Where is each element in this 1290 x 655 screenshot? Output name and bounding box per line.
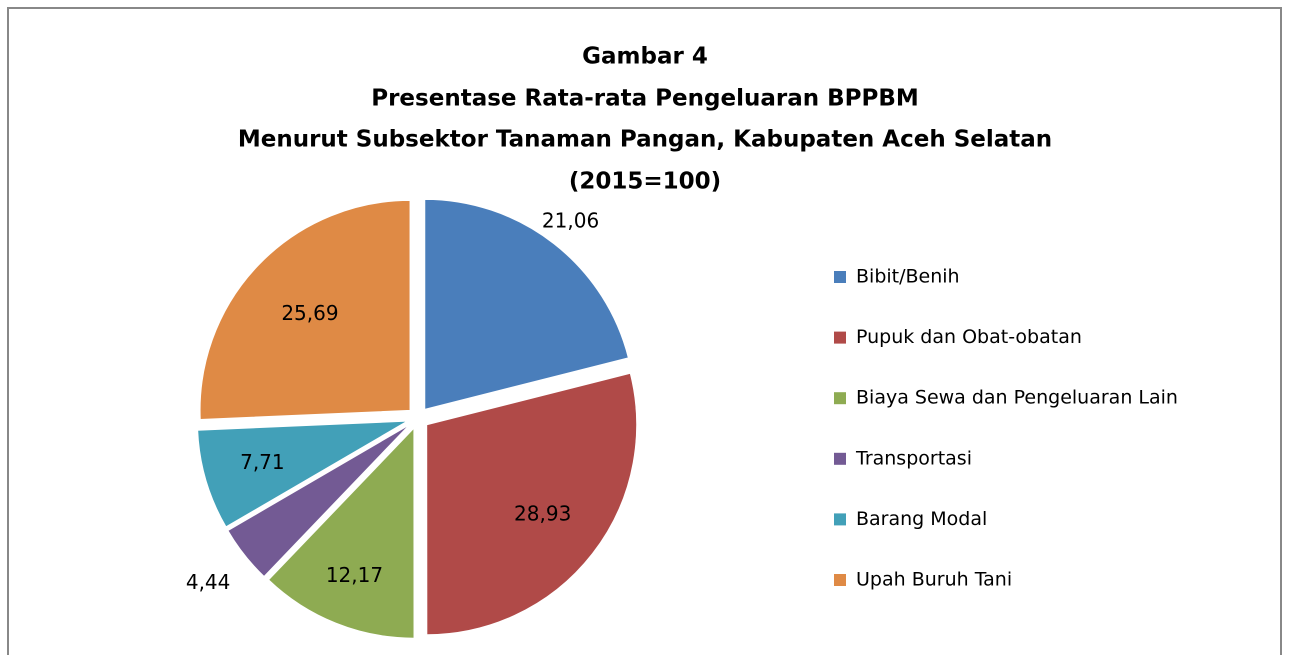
legend-swatch [834,392,846,405]
data-label: 28,93 [514,502,571,526]
chart-title: Gambar 4 [582,44,708,70]
legend-swatch [834,513,846,526]
data-label: 12,17 [326,563,383,587]
pie-slice [227,424,410,578]
pie-slice [197,420,408,528]
legend-label: Upah Buruh Tani [856,569,1012,591]
data-label: 25,69 [281,301,338,325]
legend-swatch [834,452,846,465]
pie-slice [267,426,415,639]
legend-label: Transportasi [855,447,972,469]
data-label: 21,06 [542,209,599,233]
data-label: 4,44 [186,570,231,594]
chart-title: Menurut Subsektor Tanaman Pangan, Kabupa… [238,127,1052,153]
legend-swatch [834,331,846,344]
chart-title: (2015=100) [569,169,721,195]
legend-swatch [834,271,846,283]
legend-label: Biaya Sewa dan Pengeluaran Lain [856,387,1178,409]
legend-label: Pupuk dan Obat-obatan [856,326,1082,348]
pie-slice [424,198,629,410]
legend-swatch [834,574,846,586]
legend-label: Barang Modal [856,508,987,530]
chart-title: Presentase Rata-rata Pengeluaran BPPBM [371,86,919,112]
data-label: 7,71 [240,450,285,474]
chart-frame [7,7,1282,655]
pie-slice [426,372,638,636]
pie-slice [199,199,411,421]
legend-label: Bibit/Benih [856,266,960,288]
